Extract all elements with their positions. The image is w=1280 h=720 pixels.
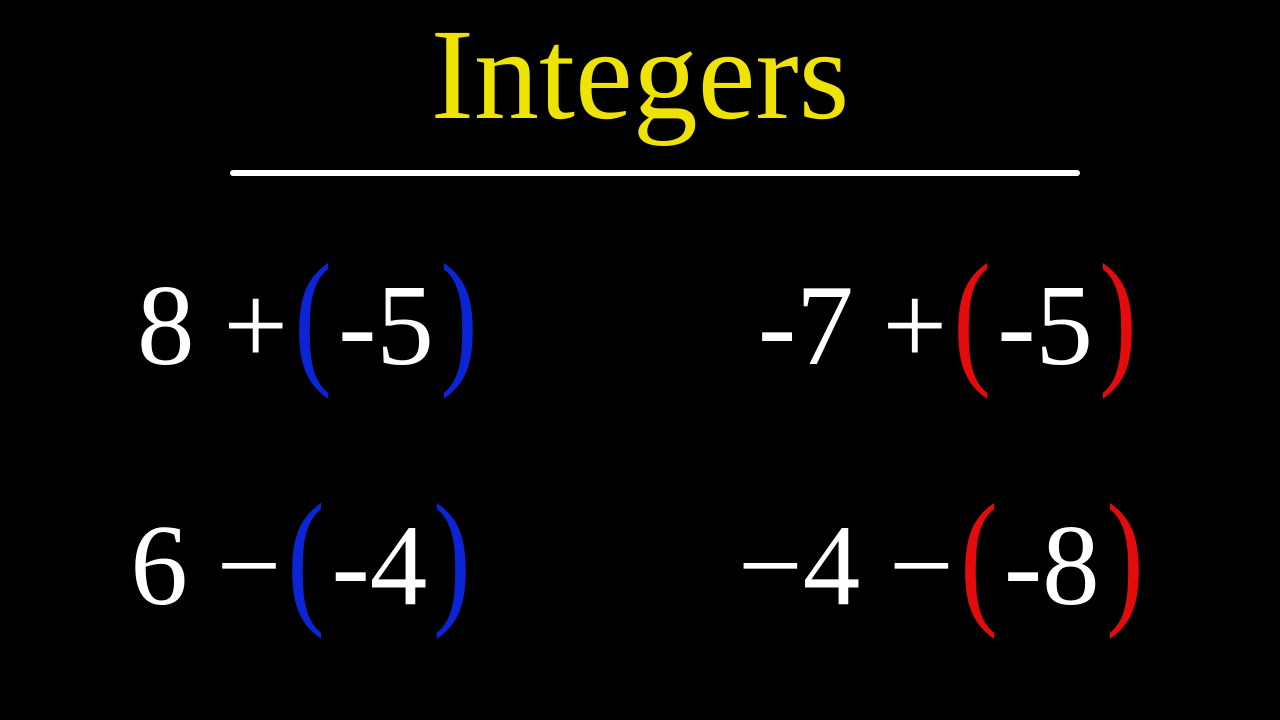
math-slide: Integers 8 + ( -5 ) -7 + ( -5 ) 6 − ( -4… (0, 0, 1280, 720)
close-paren-icon: ) (433, 482, 470, 632)
expr-inner: -4 (331, 508, 427, 623)
close-paren-icon: ) (440, 242, 477, 392)
expr-lhs: −4 − (738, 508, 954, 623)
title-underline (230, 170, 1080, 176)
open-paren-icon: ( (288, 482, 325, 632)
expr-lhs: 6 − (130, 508, 281, 623)
expression-4: −4 − ( -8 ) (738, 490, 1150, 640)
open-paren-icon: ( (954, 242, 991, 392)
expr-lhs: 8 + (137, 268, 288, 383)
expression-row-1: 8 + ( -5 ) -7 + ( -5 ) (0, 250, 1280, 400)
expression-1: 8 + ( -5 ) (137, 250, 484, 400)
close-paren-icon: ) (1099, 242, 1136, 392)
expr-inner: -5 (338, 268, 434, 383)
expr-inner: -5 (997, 268, 1093, 383)
open-paren-icon: ( (294, 242, 331, 392)
expr-lhs: -7 + (758, 268, 947, 383)
expr-inner: -8 (1004, 508, 1100, 623)
expression-2: -7 + ( -5 ) (758, 250, 1143, 400)
open-paren-icon: ( (960, 482, 997, 632)
expression-3: 6 − ( -4 ) (130, 490, 477, 640)
slide-title: Integers (0, 10, 1280, 140)
close-paren-icon: ) (1106, 482, 1143, 632)
expression-row-2: 6 − ( -4 ) −4 − ( -8 ) (0, 490, 1280, 640)
